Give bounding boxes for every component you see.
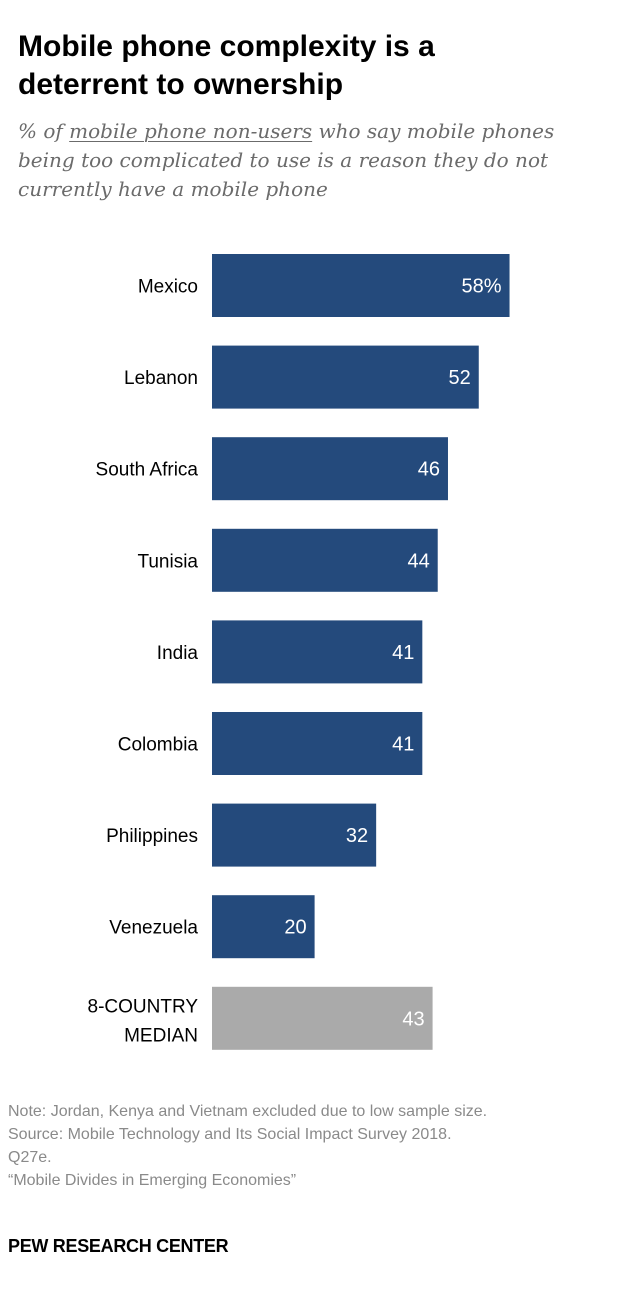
subtitle-underlined: mobile phone non-users xyxy=(69,119,313,143)
source-line-2: Q27e. xyxy=(8,1149,52,1166)
bar-lebanon xyxy=(212,345,479,409)
value-label: 20 xyxy=(284,917,306,939)
bar-philippines xyxy=(212,803,377,867)
value-label: 44 xyxy=(407,550,429,572)
bar-mexico xyxy=(212,254,510,317)
brand-logo-text: PEW RESEARCH CENTER xyxy=(8,1236,229,1256)
category-label: Lebanon xyxy=(124,368,198,389)
bar-india xyxy=(212,620,423,684)
chart-title-line-1: Mobile phone complexity is a xyxy=(18,30,435,63)
value-label: 41 xyxy=(392,642,414,664)
bar-chart: 58% Mexico 52 Lebanon 46 South Africa 44 Tunisi… xyxy=(88,254,510,1050)
median-bar xyxy=(212,986,433,1050)
bar-venezuela xyxy=(212,895,315,959)
value-label: 43 xyxy=(402,1008,424,1030)
source-line-1: Source: Mobile Technology and Its Social… xyxy=(8,1126,452,1143)
category-label: Colombia xyxy=(118,735,199,756)
category-label: South Africa xyxy=(96,460,199,481)
category-label: 8-COUNTRY MEDIAN xyxy=(88,996,199,1046)
value-label: 32 xyxy=(346,825,368,847)
value-label: 58% xyxy=(462,276,502,298)
category-label: Tunisia xyxy=(137,551,198,572)
subtitle-prefix: % of xyxy=(18,119,70,143)
chart-title-line-2: deterrent to ownership xyxy=(18,68,344,101)
value-label: 46 xyxy=(418,459,440,481)
bar-colombia xyxy=(212,712,423,775)
category-label: Philippines xyxy=(106,826,198,847)
category-label: India xyxy=(157,643,199,664)
chart-subtitle: % of mobile phone non-users who say mobi… xyxy=(18,117,608,204)
value-label: 52 xyxy=(449,367,471,389)
bar-tunisia xyxy=(212,528,438,592)
bar-south-africa xyxy=(212,437,448,501)
category-label: Mexico xyxy=(138,277,198,298)
note-text: Note: Jordan, Kenya and Vietnam excluded… xyxy=(8,1103,488,1120)
value-label: 41 xyxy=(392,734,414,756)
category-label: Venezuela xyxy=(109,918,198,939)
subtitle-suffix: who say mobile phones being too complica… xyxy=(18,119,555,201)
report-title: “Mobile Divides in Emerging Economies” xyxy=(8,1172,297,1189)
chart-notes: Note: Jordan, Kenya and Vietnam excluded… xyxy=(8,1100,613,1192)
chart-title: Mobile phone complexity is a deterrent t… xyxy=(18,28,608,104)
